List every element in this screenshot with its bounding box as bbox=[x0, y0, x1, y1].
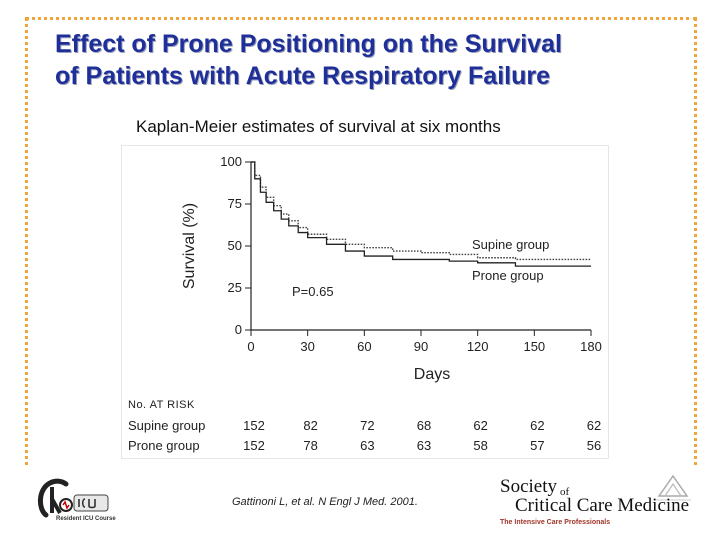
risk-cell: 68 bbox=[417, 418, 431, 433]
y-tick-label: 0 bbox=[235, 322, 242, 337]
x-tick-label: 90 bbox=[414, 339, 428, 354]
sccm-name-text: Critical Care Medicine bbox=[515, 495, 690, 516]
x-axis-title: Days bbox=[414, 366, 450, 383]
risk-cell: 152 bbox=[243, 438, 265, 453]
kaplan-meier-chart: 0 25 50 75 100 0 30 60 90 120 150 180 Supine group P… bbox=[121, 145, 609, 459]
risk-cell: 56 bbox=[587, 438, 601, 453]
sccm-of-text: of bbox=[560, 486, 570, 498]
icu-logo-icon bbox=[38, 478, 109, 518]
chart-subtitle: Kaplan-Meier estimates of survival at si… bbox=[136, 117, 501, 136]
x-tick-label: 150 bbox=[523, 339, 545, 354]
y-axis-title: Survival (%) bbox=[181, 203, 198, 289]
risk-cell: 58 bbox=[473, 438, 487, 453]
risk-cell: 152 bbox=[243, 418, 265, 433]
title-line-2: of Patients with Acute Respiratory Failu… bbox=[55, 62, 551, 90]
risk-cell: 72 bbox=[360, 418, 374, 433]
sccm-tagline: The Intensive Care Professionals bbox=[500, 519, 611, 526]
citation: Gattinoni L, et al. N Engl J Med. 2001. bbox=[232, 496, 418, 508]
y-tick-label: 100 bbox=[220, 154, 242, 169]
risk-cell: 57 bbox=[530, 438, 544, 453]
risk-cell: 62 bbox=[530, 418, 544, 433]
icu-logo-caption: Resident ICU Course bbox=[56, 516, 116, 522]
series-line-prone bbox=[251, 161, 591, 267]
slide-title: Effect of Prone Positioning on the Survi… bbox=[55, 28, 675, 92]
risk-cell: 62 bbox=[587, 418, 601, 433]
series-line-supine bbox=[251, 161, 591, 261]
risk-cell: 82 bbox=[303, 418, 317, 433]
series-label-prone: Prone group bbox=[472, 268, 544, 283]
chart-svg: 0 25 50 75 100 0 30 60 90 120 150 180 Supine group P… bbox=[128, 154, 602, 453]
footer-bar bbox=[25, 468, 697, 530]
y-tick-label: 50 bbox=[228, 238, 242, 253]
title-line-1: Effect of Prone Positioning on the Survi… bbox=[55, 30, 562, 58]
x-tick-label: 60 bbox=[357, 339, 371, 354]
risk-cell: 62 bbox=[473, 418, 487, 433]
sccm-society-text: Society bbox=[500, 476, 557, 497]
p-value-annotation: P=0.65 bbox=[292, 284, 334, 299]
x-tick-label: 120 bbox=[467, 339, 489, 354]
risk-row-label: Prone group bbox=[128, 438, 200, 453]
risk-cell: 63 bbox=[360, 438, 374, 453]
x-tick-label: 180 bbox=[580, 339, 602, 354]
y-tick-label: 25 bbox=[228, 280, 242, 295]
risk-cell: 78 bbox=[303, 438, 317, 453]
series-label-supine: Supine group bbox=[472, 237, 549, 252]
risk-cell: 63 bbox=[417, 438, 431, 453]
risk-row-label: Supine group bbox=[128, 418, 205, 433]
y-tick-label: 75 bbox=[228, 196, 242, 211]
x-tick-label: 30 bbox=[300, 339, 314, 354]
risk-table-header: No. AT RISK bbox=[128, 399, 195, 411]
sccm-logo-icon bbox=[655, 474, 691, 501]
x-tick-label: 0 bbox=[247, 339, 254, 354]
